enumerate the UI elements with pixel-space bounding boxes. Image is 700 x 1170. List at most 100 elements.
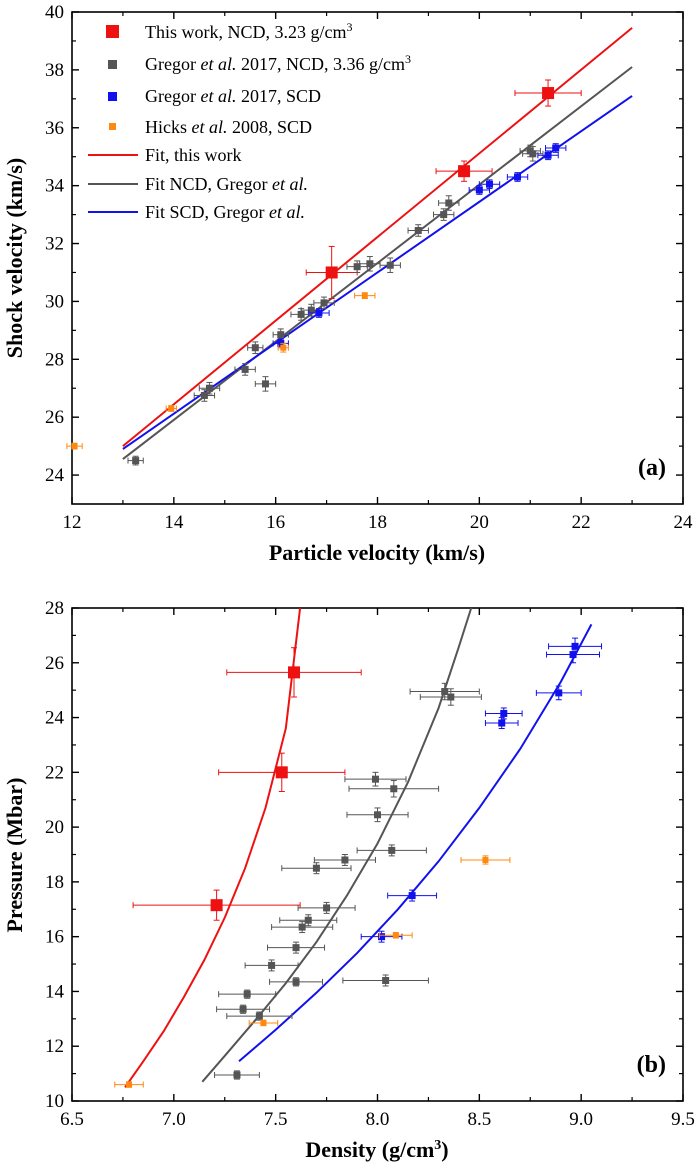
data-point-gregor-et-al-2017-ncd-3-36-g-cm	[522, 146, 544, 162]
data-point-gregor-et-al-2017-ncd-3-36-g-cm	[234, 363, 256, 376]
fit-line-fit-this-work	[124, 607, 302, 1088]
y-tick-label: 20	[45, 817, 64, 838]
panel-a-ticks: 12 14 16 18 20 22 24 24 26 28 30 32 34 36 38 40	[45, 2, 693, 533]
marker-square	[315, 309, 323, 317]
marker-square	[341, 856, 349, 864]
data-point-hicks-et-al-2008-scd	[114, 1081, 144, 1088]
marker-square	[555, 689, 563, 697]
marker-square	[378, 933, 386, 941]
panel-b-xlabel: Density (g/cm3)	[305, 1137, 448, 1162]
y-tick-label: 10	[45, 1091, 64, 1112]
data-point-gregor-et-al-2017-ncd	[279, 914, 338, 927]
data-point-this-work-ncd	[132, 889, 301, 921]
data-point-hicks-et-al-2008-scd	[66, 442, 83, 450]
data-point-gregor-et-al-2017-ncd	[313, 854, 376, 866]
marker-square	[353, 263, 361, 271]
data-point-gregor-et-al-2017-ncd	[297, 901, 356, 914]
data-point-this-work-ncd-3-23-g-cm	[435, 160, 493, 182]
y-tick-label: 26	[45, 653, 64, 674]
fit-line-fit-scd-gregor-et-al	[238, 623, 593, 1063]
legend-marker-gregor-scd	[108, 92, 117, 101]
y-tick-label: 22	[45, 762, 64, 783]
data-point-gregor-et-al-2017-ncd	[269, 977, 324, 987]
marker-square	[260, 1019, 267, 1026]
panel-b-ticks: 6.5 7.0 7.5 8.0 8.5 9.0 9.5 10 12 14 16 18 20 22 24 26 2…	[45, 598, 695, 1130]
data-point-gregor-et-al-2017-ncd-3-36-g-cm	[407, 224, 429, 237]
marker-square	[500, 709, 508, 717]
data-point-gregor-et-al-2017-scd	[506, 172, 529, 182]
data-point-gregor-et-al-2017-ncd	[226, 1011, 293, 1021]
marker-square	[251, 344, 259, 352]
y-tick-label: 38	[45, 60, 64, 81]
panel-b-frame	[71, 607, 684, 1102]
panel-a-xlabel: Particle velocity (km/s)	[269, 540, 485, 565]
legend-marker-hicks	[109, 123, 116, 130]
marker-square	[544, 151, 552, 159]
marker-square	[307, 306, 315, 314]
marker-square	[200, 391, 208, 399]
y-tick-label: 30	[45, 291, 64, 312]
data-point-this-work-ncd-3-23-g-cm	[514, 79, 582, 107]
x-tick-label: 8.5	[467, 1109, 491, 1130]
legend-marker-gregor-ncd	[108, 60, 117, 69]
marker-square	[239, 1005, 247, 1013]
marker-square	[277, 331, 285, 339]
data-point-gregor-et-al-2017-scd	[387, 889, 438, 902]
marker-square	[445, 199, 453, 207]
marker-square	[366, 260, 374, 268]
y-tick-label: 32	[45, 234, 64, 255]
y-tick-label: 26	[45, 407, 64, 428]
data-point-gregor-et-al-2017-ncd-3-36-g-cm	[346, 260, 368, 273]
data-point-hicks-et-al-2008-scd	[277, 342, 289, 353]
data-point-gregor-et-al-2017-ncd-3-36-g-cm	[193, 389, 216, 402]
data-point-gregor-et-al-2017-ncd	[216, 1004, 271, 1014]
fit-line-fit-ncd-gregor-et-al	[201, 607, 473, 1083]
x-tick-label: 18	[368, 512, 387, 533]
legend-label-gregor-scd: Gregor et al. 2017, SCD	[145, 86, 321, 106]
marker-square	[210, 899, 223, 912]
data-point-gregor-et-al-2017-ncd	[346, 807, 409, 823]
marker-square	[168, 405, 175, 412]
marker-square	[298, 923, 306, 931]
marker-square	[440, 211, 448, 219]
data-point-hicks-et-al-2008-scd	[248, 1019, 279, 1027]
data-point-gregor-et-al-2017-scd	[308, 308, 330, 318]
y-tick-label: 16	[45, 927, 64, 948]
marker-square	[498, 719, 506, 727]
x-tick-label: 7.0	[162, 1109, 186, 1130]
data-point-gregor-et-al-2017-scd	[548, 637, 603, 656]
panel-a-ylabel: Shock velocity (km/s)	[2, 158, 27, 358]
data-point-gregor-et-al-2017-ncd	[409, 682, 480, 701]
x-tick-label: 9.0	[569, 1109, 593, 1130]
data-point-gregor-et-al-2017-ncd-3-36-g-cm	[272, 328, 289, 341]
data-point-gregor-et-al-2017-ncd	[356, 844, 427, 857]
marker-square	[392, 932, 399, 939]
marker-square	[382, 976, 390, 984]
data-point-gregor-et-al-2017-scd	[535, 685, 582, 701]
marker-square	[529, 150, 537, 158]
x-tick-label: 8.0	[366, 1109, 390, 1130]
y-tick-label: 12	[45, 1036, 64, 1057]
marker-square	[514, 173, 522, 181]
data-point-gregor-et-al-2017-ncd	[419, 688, 482, 706]
y-tick-label: 24	[45, 465, 65, 486]
marker-square	[287, 666, 300, 679]
marker-square	[386, 261, 394, 269]
marker-square	[205, 384, 213, 392]
panel-b-label: (b)	[637, 1052, 666, 1078]
marker-square	[292, 944, 300, 952]
marker-square	[132, 457, 140, 465]
x-tick-label: 7.5	[264, 1109, 288, 1130]
data-point-gregor-et-al-2017-scd	[484, 707, 523, 720]
x-tick-label: 24	[674, 512, 694, 533]
data-point-this-work-ncd	[218, 752, 346, 793]
y-tick-label: 40	[45, 2, 64, 23]
data-point-gregor-et-al-2017-ncd	[244, 959, 299, 972]
panel-a-data-points	[66, 79, 582, 466]
data-point-hicks-et-al-2008-scd	[460, 855, 511, 865]
marker-square	[261, 380, 269, 388]
legend-label-hicks: Hicks et al. 2008, SCD	[145, 117, 312, 137]
data-point-gregor-et-al-2017-ncd-3-36-g-cm	[247, 341, 264, 355]
marker-square	[255, 1012, 263, 1020]
panel-a-label: (a)	[638, 455, 666, 481]
